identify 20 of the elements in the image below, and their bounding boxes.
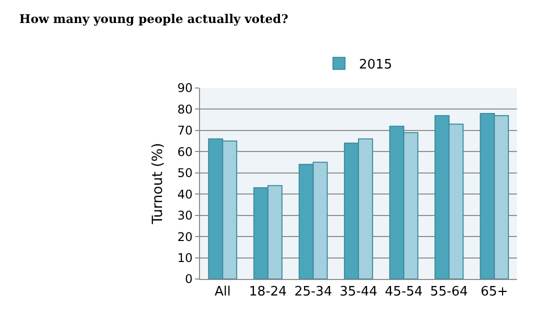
y-tick-label: 70 (177, 124, 193, 138)
x-tick-label: 45-54 (384, 284, 423, 300)
y-tick-label: 80 (177, 102, 193, 116)
y-tick-label: 60 (177, 144, 193, 159)
chart-title: How many young people actually voted? (19, 12, 288, 26)
x-tick-label: 18-24 (249, 284, 287, 300)
y-tick-label: 20 (177, 230, 193, 244)
x-tick-label: All (214, 284, 231, 300)
y-tick-label: 50 (177, 166, 193, 180)
y-tick-label: 0 (184, 272, 193, 286)
x-tick-label: 65+ (480, 284, 508, 300)
x-tick-label: 25-34 (294, 284, 332, 300)
y-axis-title: Turnout (%) (150, 142, 166, 226)
y-tick-label: 30 (177, 208, 193, 223)
y-tick-label: 90 (177, 81, 193, 96)
legend-label: 2015 (359, 57, 392, 72)
x-tick-label: 35-44 (340, 284, 378, 300)
y-tick-label: 10 (177, 250, 193, 265)
x-tick-label: 55-64 (430, 284, 468, 300)
y-tick-label: 40 (177, 187, 193, 202)
